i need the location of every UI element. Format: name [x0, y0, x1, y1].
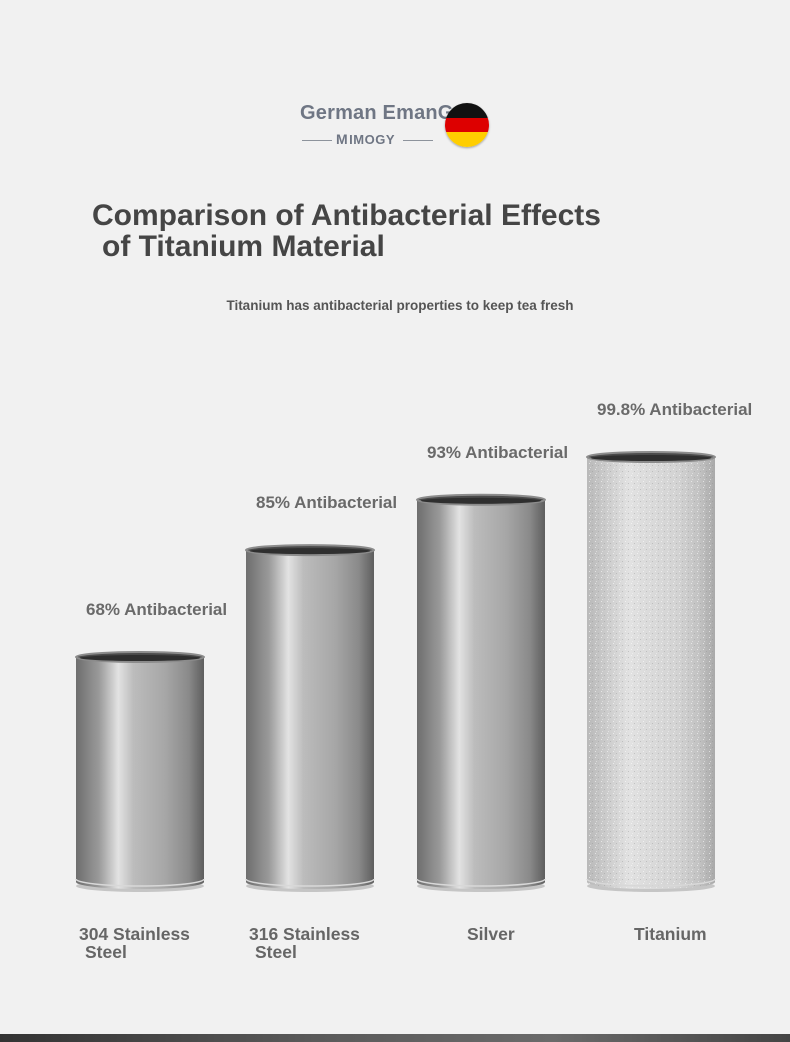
bar-top-opening — [421, 497, 541, 504]
category-label-line: Silver — [467, 924, 515, 944]
category-label: 316 Stainless Steel — [249, 924, 360, 962]
bar-texture — [587, 457, 715, 889]
brand-rule-left — [302, 140, 332, 141]
page-subtitle: Titanium has antibacterial properties to… — [226, 298, 574, 313]
brand-sub-logo: MIMOGY — [336, 131, 395, 147]
chart-bar — [586, 451, 716, 892]
title-line-1: Comparison of Antibacterial Effects — [92, 199, 601, 232]
bar-top-opening — [250, 548, 370, 555]
category-label-line: 304 Stainless — [79, 924, 190, 944]
bar-body — [76, 657, 204, 889]
bar-body — [246, 550, 374, 889]
chart-bar — [245, 544, 375, 892]
page-title: Comparison of Antibacterial Effects of T… — [92, 200, 601, 262]
brand-logo: German EmanG — [300, 100, 500, 160]
bar-bottom-rim — [586, 878, 716, 887]
category-label-line: Steel — [255, 942, 297, 962]
chart-bar — [75, 651, 205, 892]
brand-mark-icon: M — [336, 131, 349, 147]
brand-rule-right — [403, 140, 433, 141]
category-label: Silver — [467, 924, 515, 944]
value-label: 99.8% Antibacterial — [597, 400, 752, 419]
bar-bottom-rim — [416, 878, 546, 887]
bar-top-opening — [80, 655, 200, 661]
flag-stripe — [445, 117, 489, 133]
value-label: 85% Antibacterial — [256, 493, 397, 512]
value-label: 93% Antibacterial — [427, 443, 568, 462]
chart-bar — [416, 493, 546, 892]
flag-stripe — [445, 132, 489, 147]
category-label-line: Steel — [85, 942, 127, 962]
value-label: 68% Antibacterial — [86, 600, 227, 619]
bar-bottom-rim — [245, 878, 375, 887]
category-label-line: 316 Stainless — [249, 924, 360, 944]
flag-stripe — [445, 103, 489, 118]
title-line-2: of Titanium Material — [102, 230, 385, 263]
bar-top-opening — [591, 455, 711, 461]
category-label: 304 Stainless Steel — [79, 924, 190, 962]
germany-flag-icon — [445, 103, 489, 147]
category-label: Titanium — [634, 924, 707, 944]
bar-body — [417, 499, 545, 889]
brand-sub-name: IMOGY — [349, 132, 396, 147]
footer-bar — [0, 1034, 790, 1042]
brand-name: German EmanG — [300, 102, 454, 124]
bar-bottom-rim — [75, 878, 205, 887]
category-label-line: Titanium — [634, 924, 707, 944]
